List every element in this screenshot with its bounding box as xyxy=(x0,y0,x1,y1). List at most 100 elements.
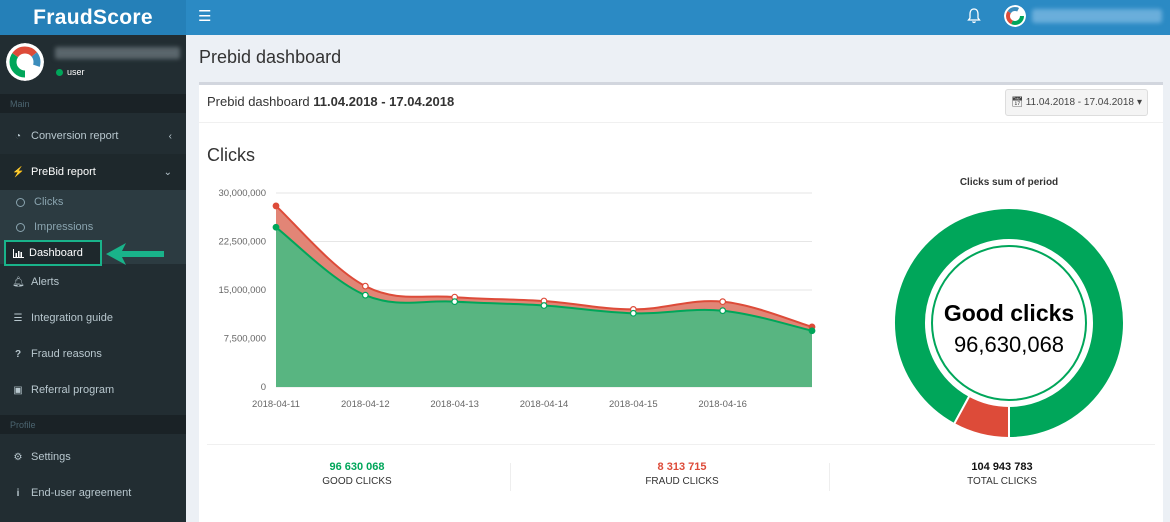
sidebar-item-label: PreBid report xyxy=(31,166,96,178)
clicks-donut-chart: Good clicks 96,630,068 xyxy=(893,207,1125,440)
clicks-area-chart: 0 7,500,000 15,000,000 22,500,000 30,000,000… xyxy=(218,188,816,410)
point-good xyxy=(451,298,459,306)
sidebar-item-prebid-report[interactable]: ⚡ PreBid report ⌄ xyxy=(0,154,186,190)
stat-label: FRAUD CLICKS xyxy=(645,476,719,487)
page-title: Prebid dashboard xyxy=(199,47,342,67)
stat-value: 104 943 783 xyxy=(971,461,1033,473)
stat-divider xyxy=(510,463,511,491)
date-range-button[interactable]: 📅︎ 11.04.2018 - 17.04.2018 ▾ xyxy=(1005,89,1148,116)
point-fraud xyxy=(361,282,369,290)
submenu-item-label: Impressions xyxy=(34,221,94,233)
sidebar-item-integration-guide[interactable]: ☰ Integration guide xyxy=(0,300,186,336)
sidebar-item-label: Referral program xyxy=(31,384,115,396)
submenu-item-clicks[interactable]: Clicks xyxy=(0,191,186,213)
chevron-down-icon: ⌄ xyxy=(163,166,172,178)
box-header: Prebid dashboard 11.04.2018 - 17.04.2018… xyxy=(199,85,1163,123)
gift-icon: ▣ xyxy=(13,384,23,396)
circle-icon xyxy=(16,197,25,207)
donut-slice xyxy=(952,394,1010,440)
x-tick-label: 2018-04-16 xyxy=(698,399,747,410)
avatar xyxy=(6,43,44,81)
gear-icon: ⚙ xyxy=(13,451,23,463)
sidebar-item-label: Settings xyxy=(31,451,71,463)
point-fraud xyxy=(272,202,280,210)
donut-title: Clicks sum of period xyxy=(959,177,1059,188)
sidebar-header-profile: Profile xyxy=(0,415,186,434)
sidebar: user Main ◔ Conversion report ‹ ⚡ PreBid… xyxy=(0,35,186,522)
stat-fraud-clicks: 8 313 715 FRAUD CLICKS xyxy=(532,461,832,487)
user-panel: user xyxy=(0,35,186,89)
point-good xyxy=(540,302,548,309)
y-tick-label: 22,500,000 xyxy=(218,237,266,248)
donut-inner-ring xyxy=(931,245,1087,401)
sidebar-item-end-user-agreement[interactable]: i End-user agreement xyxy=(0,475,186,511)
chevron-left-icon: ‹ xyxy=(168,130,172,142)
sidebar-item-settings[interactable]: ⚙ Settings xyxy=(0,439,186,475)
point-good xyxy=(361,291,369,299)
user-role: user xyxy=(67,67,85,77)
user-name-blurred[interactable] xyxy=(1032,9,1162,23)
x-tick-label: 2018-04-11 xyxy=(252,399,300,410)
y-tick-label: 15,000,000 xyxy=(218,285,266,296)
y-tick-label: 30,000,000 xyxy=(218,188,266,199)
point-good xyxy=(808,327,816,335)
box-title-prefix: Prebid dashboard xyxy=(207,94,310,109)
dashboard-box: Prebid dashboard 11.04.2018 - 17.04.2018… xyxy=(199,82,1163,522)
bell-icon: 🔔︎ xyxy=(12,276,25,288)
stat-good-clicks: 96 630 068 GOOD CLICKS xyxy=(207,461,507,487)
app-logo[interactable]: FraudScore xyxy=(0,0,186,35)
sidebar-item-label: Conversion report xyxy=(31,130,119,142)
stat-label: GOOD CLICKS xyxy=(322,476,392,487)
box-title: Prebid dashboard 11.04.2018 - 17.04.2018 xyxy=(207,94,454,109)
y-tick-label: 7,500,000 xyxy=(224,334,266,345)
bolt-icon: ⚡ xyxy=(12,166,25,178)
bar-chart-icon xyxy=(13,248,24,258)
point-good xyxy=(719,307,727,315)
sidebar-item-label: Fraud reasons xyxy=(31,348,102,360)
donut-center-value: 96,630,068 xyxy=(954,332,1064,357)
stat-value: 8 313 715 xyxy=(657,461,707,473)
user-status: user xyxy=(56,67,85,77)
submenu-item-label: Clicks xyxy=(34,196,64,208)
y-tick-label: 0 xyxy=(261,382,266,393)
user-avatar[interactable] xyxy=(1004,5,1026,27)
sidebar-item-conversion-report[interactable]: ◔ Conversion report ‹ xyxy=(0,118,186,154)
sidebar-item-alerts[interactable]: 🔔︎ Alerts xyxy=(0,264,186,300)
box-title-range: 11.04.2018 - 17.04.2018 xyxy=(313,94,455,109)
stat-divider xyxy=(829,463,830,491)
point-fraud xyxy=(719,298,727,306)
point-good xyxy=(272,223,280,231)
x-tick-label: 2018-04-15 xyxy=(609,399,658,410)
x-tick-label: 2018-04-14 xyxy=(520,399,569,410)
donut-slice xyxy=(893,207,1125,440)
sidebar-item-fraud-reasons[interactable]: ? Fraud reasons xyxy=(0,336,186,372)
donut-center-label: Good clicks xyxy=(944,300,1074,326)
stats-row: 96 630 068 GOOD CLICKS 8 313 715 FRAUD C… xyxy=(207,444,1155,494)
point-good xyxy=(629,309,637,317)
user-name-blurred xyxy=(55,47,180,59)
clicks-heading: Clicks xyxy=(207,145,255,165)
question-icon: ? xyxy=(14,348,22,360)
x-tick-label: 2018-04-12 xyxy=(341,399,390,410)
caret-down-icon: ▾ xyxy=(1136,97,1142,108)
pie-chart-icon: ◔ xyxy=(14,130,22,142)
stat-value: 96 630 068 xyxy=(329,461,385,473)
sidebar-item-label: Integration guide xyxy=(31,312,113,324)
date-range-label: 11.04.2018 - 17.04.2018 xyxy=(1025,97,1134,108)
online-dot-icon xyxy=(56,68,63,76)
stat-label: TOTAL CLICKS xyxy=(967,476,1037,487)
sidebar-item-referral-program[interactable]: ▣ Referral program xyxy=(0,372,186,408)
submenu-item-impressions[interactable]: Impressions xyxy=(0,216,186,238)
hamburger-icon[interactable]: ☰ xyxy=(198,8,212,25)
sidebar-header-main: Main xyxy=(0,94,186,113)
sidebar-item-label: End-user agreement xyxy=(31,487,132,499)
submenu-item-label: Dashboard xyxy=(29,247,83,259)
calendar-icon: 📅︎ xyxy=(1011,97,1024,108)
info-icon: i xyxy=(16,487,20,499)
submenu-item-dashboard[interactable]: Dashboard xyxy=(4,240,102,266)
bell-icon[interactable] xyxy=(967,8,981,24)
list-icon: ☰ xyxy=(13,312,23,324)
highlight-arrow-icon xyxy=(106,243,164,265)
circle-icon xyxy=(16,222,25,232)
logo-text: FraudScore xyxy=(33,5,153,29)
